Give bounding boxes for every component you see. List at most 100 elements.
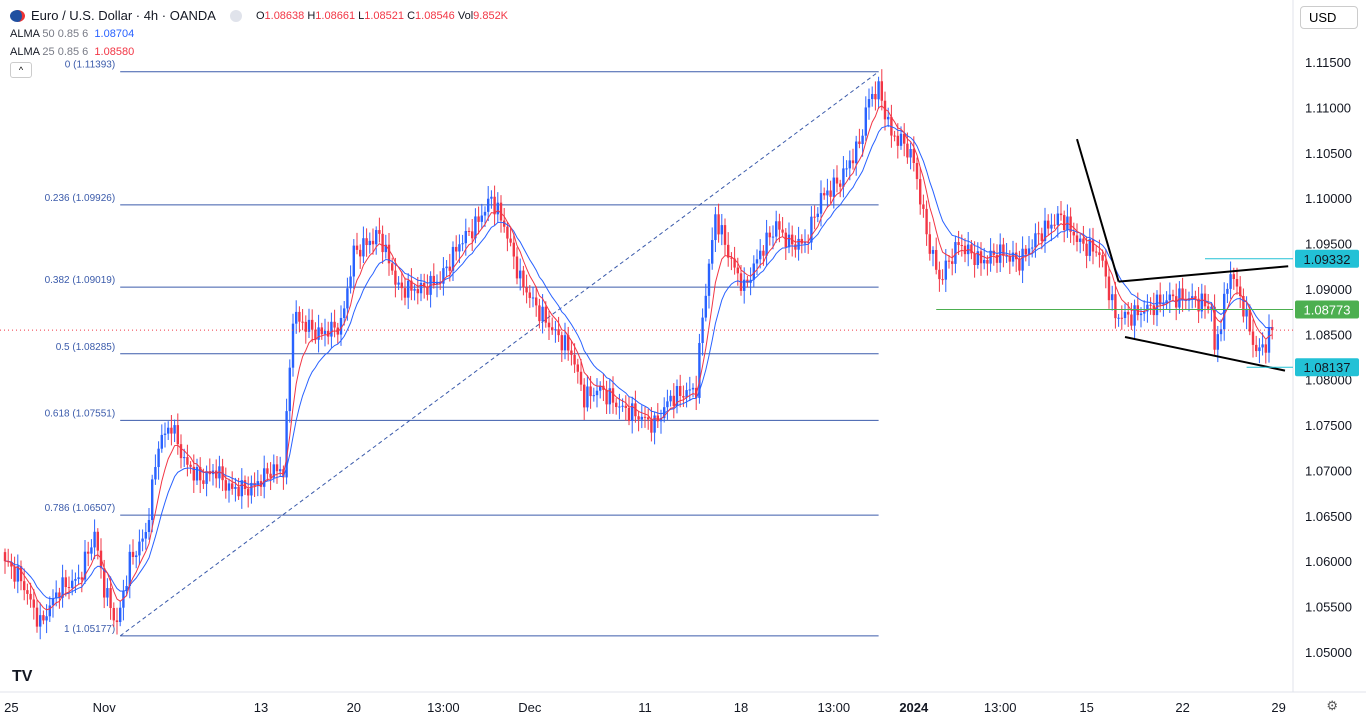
candle-body xyxy=(234,487,237,489)
chart-header: Euro / U.S. Dollar · 4h · OANDA O1.08638… xyxy=(10,8,508,23)
candle-body xyxy=(915,162,919,180)
candle-body xyxy=(1181,288,1184,300)
candle-body xyxy=(621,405,624,407)
candle-body xyxy=(960,245,963,247)
candle-body xyxy=(1037,233,1040,235)
currency-select[interactable]: USD xyxy=(1300,6,1358,29)
candle-body xyxy=(787,234,791,248)
candle-body xyxy=(445,266,448,269)
candle-body xyxy=(608,388,611,405)
alma-25-line xyxy=(4,105,1273,611)
price-tick-label: 1.06500 xyxy=(1305,509,1352,524)
candle-body xyxy=(691,387,695,390)
candle-body xyxy=(375,230,378,245)
candle-body xyxy=(320,327,323,335)
candle-body xyxy=(579,371,583,385)
candle-body xyxy=(794,244,797,250)
settings-gear-icon[interactable]: ⚙ xyxy=(1326,698,1338,713)
candle-body xyxy=(845,168,848,170)
candle-body xyxy=(970,244,973,254)
candle-body xyxy=(131,551,135,558)
candle-body xyxy=(1018,259,1021,271)
indicator-alma-25[interactable]: ALMA 25 0.85 6 1.08580 xyxy=(10,46,135,58)
candle-body xyxy=(1203,293,1207,307)
candle-body xyxy=(186,457,189,465)
candle-body xyxy=(599,385,602,391)
candle-body xyxy=(48,605,51,617)
candle-body xyxy=(669,395,672,402)
symbol-title[interactable]: Euro / U.S. Dollar · 4h · OANDA xyxy=(31,8,216,23)
candle-body xyxy=(58,592,61,598)
candle-body xyxy=(765,232,768,256)
candle-body xyxy=(906,143,909,158)
candle-body xyxy=(231,483,234,489)
candle-body xyxy=(586,386,589,408)
fib-level-label: 0.236 (1.09926) xyxy=(45,193,116,204)
candle-body xyxy=(477,216,480,222)
candle-body xyxy=(938,269,941,280)
candle-body xyxy=(935,249,938,270)
candle-body xyxy=(464,231,467,244)
candle-body xyxy=(506,226,509,239)
time-tick-label: 25 xyxy=(4,700,18,715)
candle-body xyxy=(1251,331,1255,345)
candle-body xyxy=(880,81,883,101)
candle-body xyxy=(653,415,656,433)
time-tick-label: Dec xyxy=(518,700,542,715)
candle-body xyxy=(122,590,125,608)
candle-body xyxy=(96,531,99,551)
candle-body xyxy=(768,232,771,238)
candle-body xyxy=(909,149,912,158)
indicator-alma-50[interactable]: ALMA 50 0.85 6 1.08704 xyxy=(10,28,135,40)
candle-body xyxy=(672,395,675,406)
candle-body xyxy=(685,390,688,398)
candle-body xyxy=(295,311,298,324)
collapse-legend-icon[interactable] xyxy=(229,9,242,22)
candle-body xyxy=(67,587,71,589)
candle-body xyxy=(1213,306,1216,350)
candle-body xyxy=(979,251,983,264)
candle-body xyxy=(899,133,903,146)
candle-body xyxy=(528,292,531,298)
candle-body xyxy=(992,250,995,255)
candle-body xyxy=(90,547,93,554)
candle-body xyxy=(285,411,288,478)
candle-body xyxy=(1248,308,1251,332)
candle-body xyxy=(535,297,538,306)
candle-body xyxy=(707,263,711,296)
candle-body xyxy=(1053,224,1056,226)
collapse-indicators-button[interactable]: ^ xyxy=(10,62,32,78)
candle-body xyxy=(855,141,858,164)
candle-body xyxy=(720,225,723,235)
candle-body xyxy=(826,190,829,196)
candle-body xyxy=(243,480,247,490)
candle-body xyxy=(1133,305,1136,326)
candle-body xyxy=(1043,220,1047,241)
candle-body xyxy=(951,261,954,264)
candle-body xyxy=(1261,344,1264,348)
price-tick-label: 1.07000 xyxy=(1305,463,1352,478)
candle-body xyxy=(16,566,19,582)
candle-body xyxy=(864,107,867,136)
candle-body xyxy=(407,280,410,298)
candle-body xyxy=(896,135,899,146)
candle-body xyxy=(861,135,864,145)
candle-body xyxy=(1005,255,1008,257)
candle-body xyxy=(266,468,269,474)
candle-body xyxy=(1040,233,1043,241)
tradingview-logo[interactable]: TV xyxy=(12,668,33,685)
candle-body xyxy=(1079,238,1082,242)
candle-body xyxy=(397,282,400,285)
candle-body xyxy=(119,607,122,623)
candle-body xyxy=(1095,251,1098,253)
candle-body xyxy=(1255,344,1258,352)
candle-body xyxy=(487,198,490,212)
price-tick-label: 1.09000 xyxy=(1305,282,1352,297)
candle-body xyxy=(371,240,375,245)
candle-body xyxy=(595,390,599,396)
candle-body xyxy=(480,215,483,222)
candle-body xyxy=(1239,286,1242,296)
time-tick-label: 22 xyxy=(1175,700,1189,715)
candle-body xyxy=(1162,303,1165,305)
